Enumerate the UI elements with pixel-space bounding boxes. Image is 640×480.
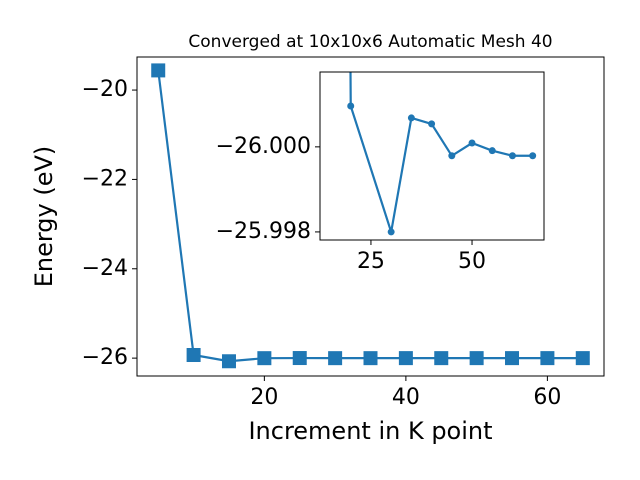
marker	[328, 351, 343, 366]
y-tick-label: −22	[82, 166, 128, 191]
marker	[347, 102, 355, 110]
x-tick-label: 25	[357, 249, 385, 274]
plot-content	[151, 63, 590, 369]
plot-content	[347, 72, 537, 236]
axes-frame	[136, 56, 605, 377]
y-tick-label: −25.998	[216, 219, 311, 244]
axes-frame	[319, 71, 545, 241]
marker	[448, 152, 456, 160]
marker	[428, 120, 436, 128]
y-tick-label: −26.000	[216, 134, 311, 159]
marker	[505, 351, 520, 366]
series-line	[349, 72, 533, 233]
marker	[540, 351, 555, 366]
marker	[363, 351, 378, 366]
marker	[407, 114, 415, 122]
y-axis-label: Energy (eV)	[30, 146, 58, 288]
marker	[488, 147, 496, 155]
marker	[529, 152, 537, 160]
y-tick-label: −20	[82, 77, 128, 102]
x-tick-label: 50	[458, 249, 486, 274]
marker	[508, 152, 516, 160]
marker	[387, 228, 395, 236]
plot-area	[320, 72, 544, 240]
marker	[398, 351, 413, 366]
x-axis-label: Increment in K point	[248, 417, 492, 445]
marker	[292, 351, 307, 366]
marker	[186, 348, 201, 363]
x-tick-label: 20	[250, 385, 278, 410]
marker	[221, 354, 236, 369]
marker	[468, 139, 476, 147]
x-tick-label: 40	[392, 385, 420, 410]
marker	[257, 351, 272, 366]
marker	[151, 63, 166, 78]
marker	[469, 351, 484, 366]
marker	[434, 351, 449, 366]
x-tick-label: 60	[533, 385, 561, 410]
y-tick-label: −24	[82, 256, 128, 281]
y-tick-label: −26	[82, 345, 128, 370]
chart-title: Converged at 10x10x6 Automatic Mesh 40	[188, 32, 552, 52]
marker	[575, 351, 590, 366]
